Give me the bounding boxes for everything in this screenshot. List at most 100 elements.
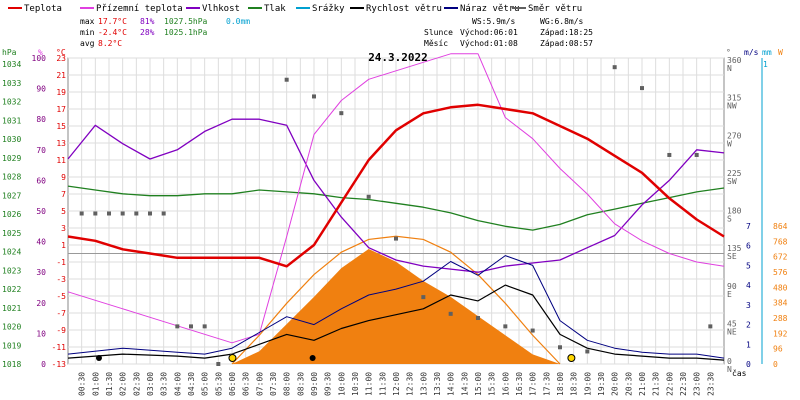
dir-tick-label: 270	[727, 131, 742, 140]
wind-direction-point	[366, 194, 371, 199]
hpa-tick-label: 1025	[2, 229, 21, 238]
time-tick-label: 12:30	[406, 372, 415, 396]
hpa-tick-label: 1022	[2, 285, 21, 294]
time-tick-label: 13:00	[419, 372, 428, 396]
stat-min-humidity: 28%	[140, 28, 155, 37]
dir-tick-label: 135	[727, 244, 742, 253]
temp-tick-label: 1	[61, 241, 66, 250]
pct-tick-label: 10	[36, 329, 46, 338]
wind-tick-label: 7	[746, 222, 751, 231]
pct-tick-label: 0	[41, 360, 46, 369]
hpa-tick-label: 1028	[2, 173, 21, 182]
wind-direction-point	[503, 324, 508, 329]
wind-direction-point	[421, 295, 426, 300]
temp-tick-label: -3	[56, 275, 66, 284]
legend-label: Vlhkost	[202, 4, 240, 14]
pct-tick-label: 50	[36, 207, 46, 216]
dir-compass-label: SE	[727, 252, 737, 261]
hpa-tick-label: 1032	[2, 98, 21, 107]
wind-direction-point	[216, 362, 221, 366]
wind-direction-point	[120, 211, 125, 216]
stat-max-label: max	[80, 17, 95, 26]
time-tick-label: 11:30	[378, 372, 387, 396]
wind-gust-line	[67, 255, 725, 359]
wind-direction-point	[148, 211, 152, 216]
hpa-tick-label: 1034	[2, 60, 21, 69]
dir-compass-label: N	[727, 64, 732, 73]
time-tick-label: 08:00	[283, 372, 292, 396]
dir-tick-label: 45	[727, 319, 737, 328]
wind-direction-point	[694, 152, 699, 157]
wind-direction-point	[93, 211, 98, 216]
solar-tick-label: 384	[773, 299, 788, 308]
time-tick-label: 15:00	[474, 372, 483, 396]
sunrise-info: Východ:06:01	[460, 28, 518, 37]
time-tick-label: 10:00	[337, 372, 346, 396]
wind-direction-point	[448, 311, 453, 316]
pct-tick-label: 20	[36, 299, 46, 308]
time-tick-label: 05:00	[201, 372, 210, 396]
time-tick-label: 22:00	[665, 372, 674, 396]
wind-tick-label: 1	[746, 340, 751, 349]
solar-axis-unit: W	[778, 48, 783, 57]
pct-tick-label: 40	[36, 238, 46, 247]
wind-direction-point	[640, 86, 644, 91]
hpa-tick-label: 1030	[2, 135, 21, 144]
solar-tick-label: 96	[773, 345, 783, 354]
dir-tick-label: 180	[727, 207, 742, 216]
time-tick-label: 19:30	[597, 372, 606, 396]
time-tick-label: 09:00	[310, 372, 319, 396]
wind-direction-point	[284, 77, 289, 82]
hpa-tick-label: 1033	[2, 79, 21, 88]
temp-tick-label: 5	[61, 207, 66, 216]
wind-direction-point	[189, 324, 193, 329]
wind-speed-info: WS:5.9m/s	[472, 17, 516, 26]
solar-tick-label: 576	[773, 268, 788, 277]
solar-max-line	[231, 235, 561, 365]
wind-tick-label: 0	[746, 360, 751, 369]
humidity-line	[67, 118, 725, 273]
stat-max-humidity: 81%	[140, 17, 155, 26]
solar-tick-label: 864	[773, 222, 788, 231]
wind-direction-point	[312, 94, 316, 99]
temp-tick-label: 15	[56, 122, 66, 131]
hpa-tick-label: 1029	[2, 154, 21, 163]
time-tick-label: 08:30	[296, 372, 305, 396]
time-tick-label: 19:00	[583, 372, 592, 396]
dir-compass-label: SW	[727, 177, 737, 186]
pct-tick-label: 90	[36, 85, 46, 94]
time-tick-label: 01:30	[105, 372, 114, 396]
sun-label: Slunce	[424, 28, 453, 37]
hpa-axis-unit: hPa	[2, 48, 17, 57]
hpa-tick-label: 1019	[2, 341, 21, 350]
time-tick-label: 18:30	[570, 372, 579, 396]
temp-tick-label: 11	[56, 156, 66, 165]
temperature-line	[67, 103, 725, 268]
wind-tick-label: 3	[746, 301, 751, 310]
hpa-tick-label: 1024	[2, 248, 21, 257]
wind-direction-point	[708, 324, 713, 329]
wind-direction-point	[585, 349, 590, 354]
time-tick-label: 21:30	[652, 372, 661, 396]
wind-tick-label: 4	[746, 281, 751, 290]
stat-min-temp: -2.4°C	[98, 28, 127, 37]
time-tick-label: 03:30	[160, 372, 169, 396]
moonset-info: Západ:08:57	[540, 39, 593, 48]
moonset-marker	[309, 355, 316, 361]
legend-label: Srážky	[312, 4, 345, 14]
time-tick-label: 11:00	[365, 372, 374, 396]
dir-tick-label: 360	[727, 56, 742, 65]
dir-compass-label: NW	[727, 102, 737, 111]
time-tick-label: 21:00	[638, 372, 647, 396]
solar-tick-label: 768	[773, 237, 788, 246]
wind-direction-point	[79, 211, 84, 216]
pct-tick-label: 70	[36, 146, 46, 155]
pct-tick-label: 60	[36, 176, 46, 185]
legend-label: Teplota	[24, 4, 62, 14]
wind-tick-label: 2	[746, 321, 751, 330]
stat-min-label: min	[80, 28, 95, 37]
dir-axis-unit: °	[726, 48, 731, 57]
legend-label: Směr větru	[528, 4, 582, 14]
